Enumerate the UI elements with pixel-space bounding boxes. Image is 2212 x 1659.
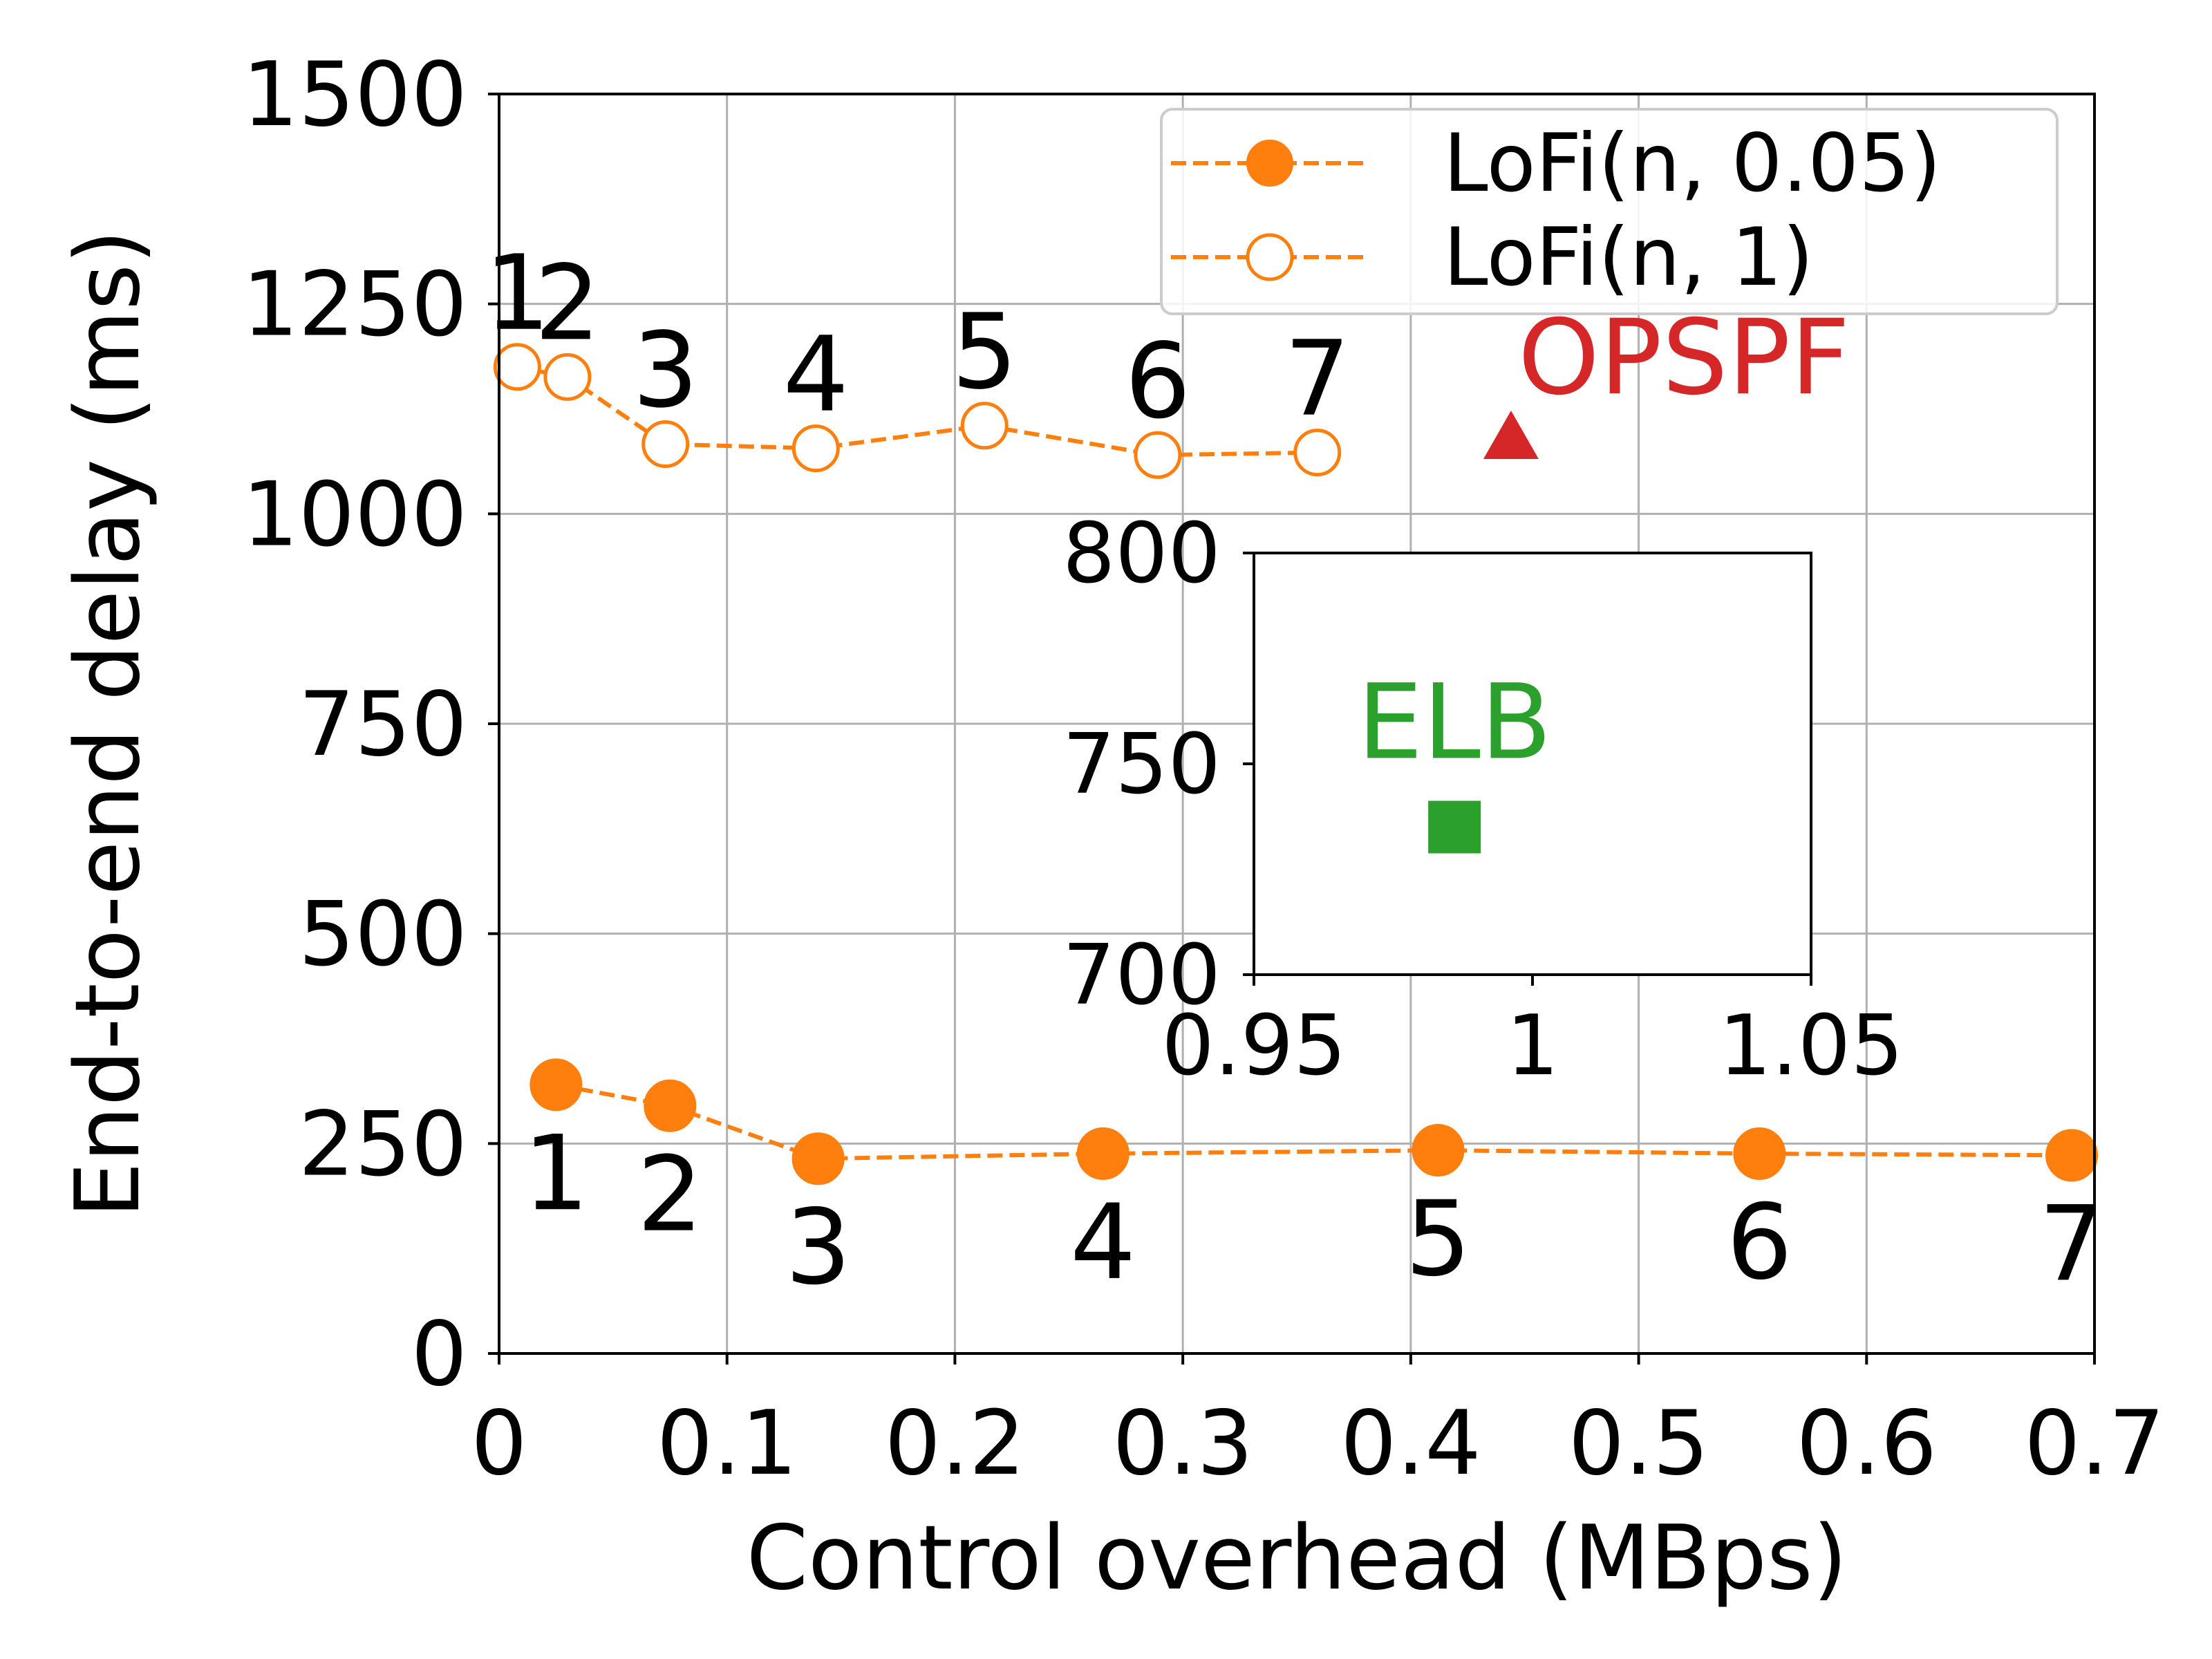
opspf-marker (1483, 411, 1539, 460)
data-point (1076, 1127, 1130, 1180)
data-point (2045, 1129, 2099, 1182)
point-label: 1 (485, 234, 550, 354)
y-tick-label: 1250 (242, 254, 467, 357)
point-label: 3 (785, 1188, 851, 1308)
elb-label: ELB (1358, 663, 1552, 783)
x-tick-label: 0.7 (2024, 1392, 2165, 1495)
x-axis-label: Control overhead (MBps) (747, 1507, 1848, 1610)
legend-marker-lofi-1 (1246, 233, 1294, 281)
y-axis-label: End-to-end delay (ms) (57, 229, 160, 1218)
elb-marker (1428, 800, 1481, 854)
x-tick-label: 0.2 (885, 1392, 1026, 1495)
x-tick-label: 0.4 (1340, 1392, 1481, 1495)
data-point (641, 420, 690, 469)
inset-y-tick-label: 700 (1062, 928, 1221, 1024)
point-label: 6 (1125, 321, 1190, 442)
point-label: 1 (523, 1114, 589, 1234)
inset-y-tick-label: 800 (1062, 506, 1221, 602)
legend-label-lofi-0-05: LoFi(n, 0.05) (1443, 117, 1941, 210)
data-point (1134, 431, 1182, 479)
legend-label-lofi-1: LoFi(n, 1) (1443, 211, 1814, 304)
x-tick-label: 0 (471, 1392, 527, 1495)
x-tick-label: 0.6 (1797, 1392, 1938, 1495)
data-point (644, 1079, 697, 1132)
inset-frame (1253, 552, 1812, 976)
inset-x-tick-label: 1.05 (1718, 998, 1903, 1094)
point-label: 4 (783, 315, 849, 435)
point-label: 4 (1070, 1183, 1136, 1303)
data-point (493, 343, 541, 391)
inset-plot: 0.95 1 1.05 700 750 800 ELB (1062, 506, 1904, 1094)
y-tick-label: 750 (299, 673, 467, 776)
y-tick-label: 1500 (242, 44, 467, 147)
data-point (960, 402, 1009, 450)
inset-x-tick-label: 1 (1506, 998, 1559, 1094)
opspf-label: OPSPF (1518, 298, 1850, 418)
legend-entry-lofi-1: LoFi(n, 1) (1171, 211, 1814, 304)
inset-y-tick-label: 750 (1062, 717, 1221, 813)
data-point (791, 1132, 845, 1185)
x-tick-label: 0.1 (657, 1392, 798, 1495)
point-label: 2 (534, 243, 600, 364)
x-tick-label: 0.5 (1568, 1392, 1709, 1495)
y-tick-label: 500 (299, 883, 467, 986)
legend: LoFi(n, 0.05) LoFi(n, 1) (1160, 108, 2059, 315)
data-point (1733, 1127, 1786, 1180)
point-label: 2 (637, 1135, 703, 1255)
legend-entry-lofi-0-05: LoFi(n, 0.05) (1171, 117, 1941, 210)
point-label: 5 (952, 292, 1018, 413)
data-point (791, 424, 840, 473)
legend-marker-lofi-0-05 (1246, 140, 1293, 187)
data-point (1412, 1124, 1465, 1177)
y-tick-label: 250 (299, 1093, 467, 1196)
y-tick-label: 0 (411, 1303, 467, 1406)
point-label: 3 (632, 311, 698, 431)
main-axes-ticks: 0 0.1 0.2 0.3 0.4 0.5 0.6 0.7025050075010001250… (242, 44, 2165, 1495)
data-point (529, 1058, 583, 1112)
data-point (1293, 429, 1342, 477)
point-label: 7 (1284, 319, 1350, 440)
y-tick-label: 1000 (242, 463, 467, 566)
point-label: 5 (1405, 1179, 1471, 1300)
data-point (543, 353, 592, 401)
x-tick-label: 0.3 (1112, 1392, 1253, 1495)
point-label: 6 (1727, 1183, 1792, 1303)
legend-frame (1160, 108, 2059, 315)
inset-x-tick-label: 0.95 (1161, 998, 1346, 1094)
